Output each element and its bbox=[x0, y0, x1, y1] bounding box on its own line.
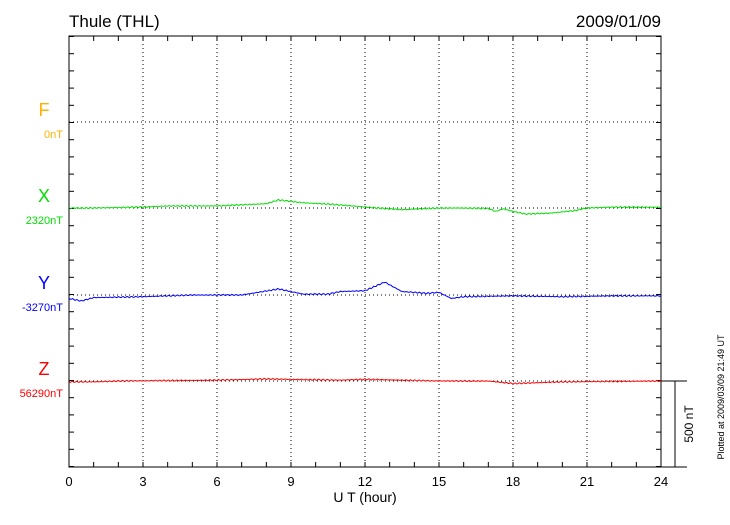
x-axis-label: U T (hour) bbox=[333, 489, 396, 505]
series-baseline-z: 56290nT bbox=[20, 388, 64, 400]
x-tick-label: 18 bbox=[506, 474, 520, 489]
x-tick-label: 24 bbox=[654, 474, 668, 489]
series-line-x bbox=[68, 198, 662, 216]
series-label-x: X bbox=[38, 186, 50, 206]
series-baseline-y: -3270nT bbox=[22, 302, 63, 314]
series-line-z bbox=[68, 377, 662, 385]
series-label-y: Y bbox=[38, 273, 50, 293]
x-tick-label: 21 bbox=[580, 474, 594, 489]
x-tick-label: 15 bbox=[432, 474, 446, 489]
plotted-note: Plotted at 2009/03/09 21:49 UT bbox=[716, 334, 726, 460]
chart-title: Thule (THL) bbox=[69, 12, 160, 31]
x-tick-label: 12 bbox=[358, 474, 372, 489]
x-tick-label: 9 bbox=[287, 474, 294, 489]
series-baseline-f: 0nT bbox=[44, 129, 63, 141]
series-label-f: F bbox=[39, 100, 50, 120]
series-baseline-x: 2320nT bbox=[26, 215, 64, 227]
x-tick-label: 6 bbox=[213, 474, 220, 489]
x-tick-label: 0 bbox=[65, 474, 72, 489]
scale-bar-label: 500 nT bbox=[682, 405, 696, 443]
series-label-z: Z bbox=[39, 359, 50, 379]
x-tick-label: 3 bbox=[139, 474, 146, 489]
chart-date: 2009/01/09 bbox=[576, 12, 661, 31]
series-line-y bbox=[68, 281, 662, 302]
